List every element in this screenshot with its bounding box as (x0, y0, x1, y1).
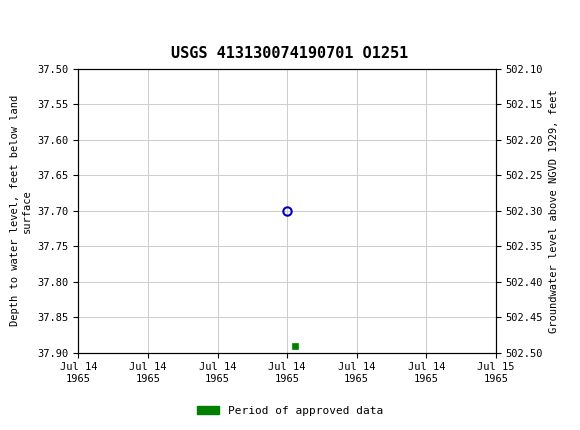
Y-axis label: Groundwater level above NGVD 1929, feet: Groundwater level above NGVD 1929, feet (549, 89, 559, 332)
Legend: Period of approved data: Period of approved data (193, 401, 387, 420)
Y-axis label: Depth to water level, feet below land
surface: Depth to water level, feet below land su… (10, 95, 32, 326)
Text: USGS 413130074190701 O1251: USGS 413130074190701 O1251 (171, 46, 409, 61)
Text: USGS: USGS (48, 12, 103, 29)
